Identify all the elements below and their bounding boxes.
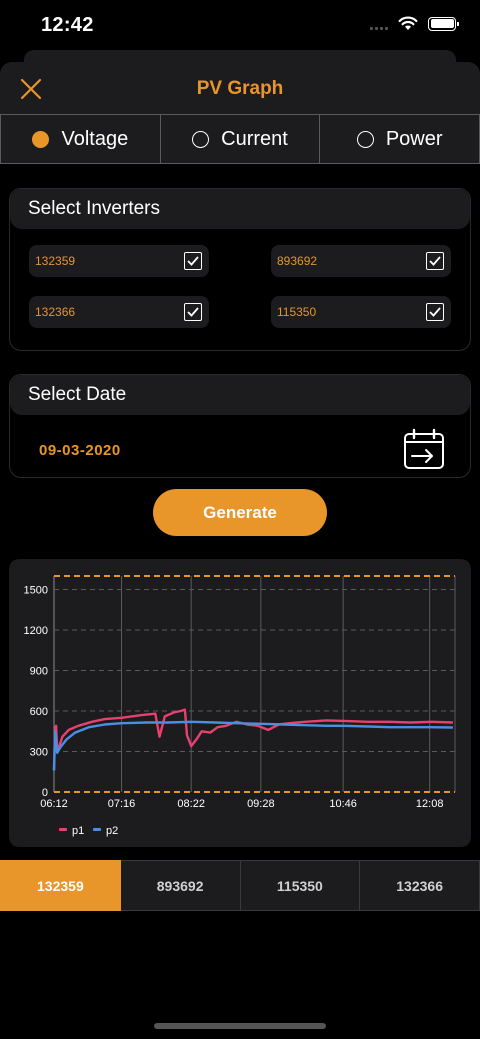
status-icons: [370, 16, 459, 31]
x-tick-label: 12:08: [416, 798, 444, 810]
radio-unselected-icon: [192, 130, 210, 148]
inverter-label: 893692: [277, 254, 318, 268]
segment-current[interactable]: Current: [160, 114, 321, 164]
radio-unselected-icon: [356, 130, 374, 148]
tab-115350[interactable]: 115350: [240, 860, 361, 911]
segment-label: Voltage: [61, 127, 129, 150]
page-title: PV Graph: [196, 78, 284, 99]
inverter-item-132359[interactable]: 132359: [29, 245, 209, 277]
inverter-item-115350[interactable]: 115350: [271, 296, 451, 328]
y-tick-label: 1200: [24, 625, 48, 637]
nav-bar: PV Graph: [0, 62, 480, 114]
pv-graph-sheet: PV Graph Voltage Current Power Select In…: [0, 62, 480, 1039]
x-tick-label: 06:12: [40, 798, 68, 810]
tab-132366[interactable]: 132366: [360, 860, 480, 911]
checkbox-checked-icon[interactable]: [184, 252, 202, 270]
segment-label: Current: [221, 127, 288, 150]
inverter-label: 132359: [35, 254, 76, 268]
x-tick-label: 10:46: [329, 798, 357, 810]
y-tick-label: 600: [30, 706, 48, 718]
x-tick-label: 09:28: [247, 798, 275, 810]
legend-label: p2: [106, 825, 118, 837]
inverter-tabs: 132359 893692 115350 132366: [0, 860, 480, 911]
tab-132359[interactable]: 132359: [0, 860, 121, 911]
inverter-item-132366[interactable]: 132366: [29, 296, 209, 328]
x-tick-label: 07:16: [108, 798, 136, 810]
legend-swatch-p2: [93, 828, 101, 831]
date-value[interactable]: 09-03-2020: [39, 442, 121, 459]
select-date-card: Select Date 09-03-2020: [9, 374, 471, 478]
battery-icon: [428, 16, 459, 31]
legend-label: p1: [72, 825, 84, 837]
inverter-label: 115350: [277, 305, 317, 319]
pv-line-chart: 0 300 600 900 1200 1500 06:12 07:16 08:22 09:28 10…: [24, 575, 456, 837]
status-bar: 12:42: [0, 0, 480, 52]
segment-voltage[interactable]: Voltage: [0, 114, 161, 164]
home-indicator: [154, 1023, 326, 1029]
y-tick-label: 300: [30, 747, 48, 759]
generate-button[interactable]: Generate: [153, 489, 327, 536]
calendar-icon[interactable]: [402, 427, 446, 471]
y-tick-label: 1500: [24, 585, 48, 597]
close-icon[interactable]: [18, 76, 44, 102]
inverter-label: 132366: [35, 305, 76, 319]
measure-segmented-control: Voltage Current Power: [0, 114, 480, 164]
segment-power[interactable]: Power: [320, 114, 480, 164]
select-inverters-title: Select Inverters: [10, 189, 470, 229]
checkbox-checked-icon[interactable]: [426, 303, 444, 321]
y-tick-label: 900: [30, 666, 48, 678]
wifi-icon: [398, 16, 418, 30]
checkbox-checked-icon[interactable]: [184, 303, 202, 321]
select-date-title: Select Date: [10, 375, 470, 415]
tab-893692[interactable]: 893692: [120, 860, 241, 911]
series-line-p2: [52, 720, 453, 771]
pv-chart: 0 300 600 900 1200 1500 06:12 07:16 08:22 09:28 10…: [9, 559, 471, 847]
signal-icon: [370, 18, 388, 30]
status-time: 12:42: [41, 14, 94, 36]
radio-selected-icon: [32, 130, 50, 148]
segment-label: Power: [385, 127, 443, 150]
x-tick-label: 08:22: [177, 798, 205, 810]
y-tick-label: 0: [42, 787, 48, 799]
checkbox-checked-icon[interactable]: [426, 252, 444, 270]
select-inverters-card: Select Inverters 132359 893692 132366 11…: [9, 188, 471, 351]
legend-swatch-p1: [59, 828, 67, 831]
series-line-p1: [52, 708, 453, 771]
inverter-item-893692[interactable]: 893692: [271, 245, 451, 277]
